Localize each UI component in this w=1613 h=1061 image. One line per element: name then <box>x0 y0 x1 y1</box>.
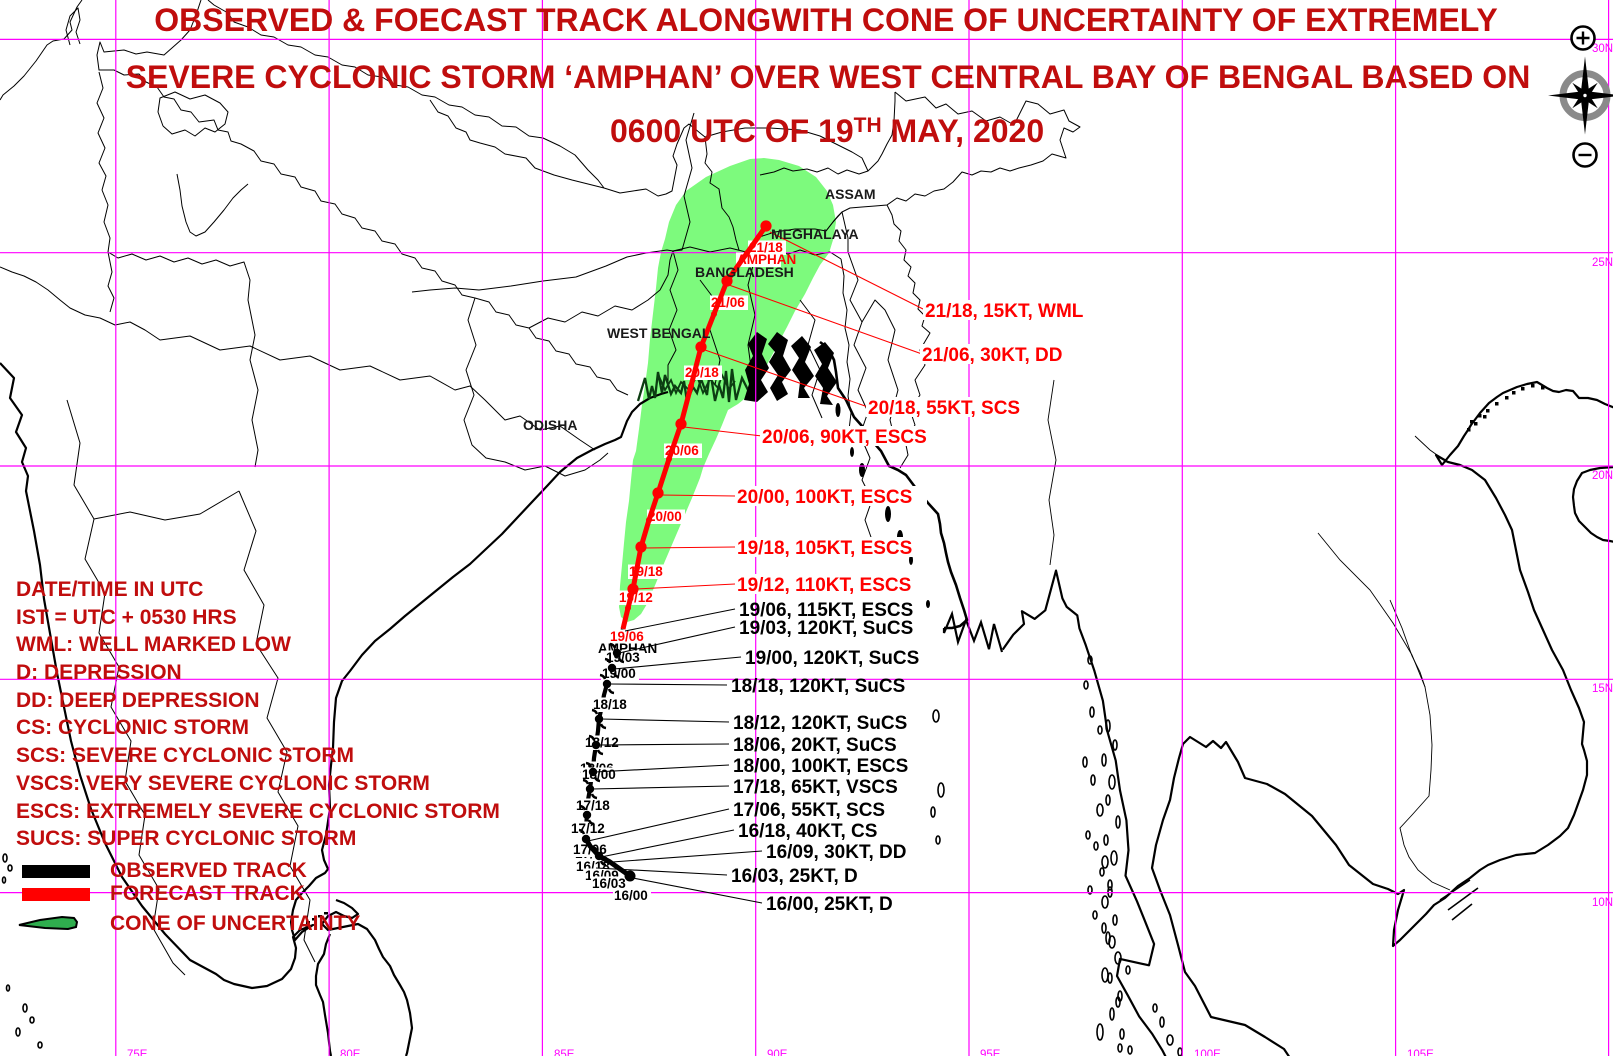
svg-text:WEST BENGAL: WEST BENGAL <box>607 325 711 341</box>
svg-text:16/09, 30KT, DD: 16/09, 30KT, DD <box>766 842 906 863</box>
svg-text:18/18, 120KT, SuCS: 18/18, 120KT, SuCS <box>731 676 905 697</box>
svg-text:16/00: 16/00 <box>614 888 648 903</box>
svg-text:ESCS: EXTREMELY SEVERE CYCLONI: ESCS: EXTREMELY SEVERE CYCLONIC STORM <box>16 800 500 823</box>
svg-text:80E: 80E <box>340 1049 361 1056</box>
svg-text:19/06: 19/06 <box>610 629 644 644</box>
svg-text:105E: 105E <box>1407 1049 1434 1056</box>
svg-text:17/12: 17/12 <box>571 821 605 836</box>
svg-text:20/18, 55KT, SCS: 20/18, 55KT, SCS <box>868 398 1020 419</box>
svg-text:OBSERVED TRACK: OBSERVED TRACK <box>110 859 307 882</box>
svg-text:85E: 85E <box>554 1049 575 1056</box>
svg-text:ASSAM: ASSAM <box>825 186 876 202</box>
svg-text:17/18, 65KT, VSCS: 17/18, 65KT, VSCS <box>733 777 898 798</box>
svg-text:CS: CYCLONIC STORM: CS: CYCLONIC STORM <box>16 716 249 739</box>
svg-text:FORECAST TRACK: FORECAST TRACK <box>110 882 305 905</box>
svg-text:IST = UTC + 0530 HRS: IST = UTC + 0530 HRS <box>16 606 237 629</box>
svg-text:AMPHAN: AMPHAN <box>737 252 796 267</box>
svg-text:21/18, 15KT, WML: 21/18, 15KT, WML <box>925 301 1084 322</box>
svg-text:SEVERE CYCLONIC STORM ‘AMPHAN’: SEVERE CYCLONIC STORM ‘AMPHAN’ OVER WEST… <box>126 59 1531 95</box>
svg-text:MEGHALAYA: MEGHALAYA <box>771 226 859 242</box>
svg-text:20/00: 20/00 <box>648 509 682 524</box>
svg-text:SCS: SEVERE CYCLONIC STORM: SCS: SEVERE CYCLONIC STORM <box>16 744 354 767</box>
svg-text:WML: WELL MARKED LOW: WML: WELL MARKED LOW <box>16 633 291 656</box>
svg-text:DATE/TIME IN UTC: DATE/TIME IN UTC <box>16 578 203 601</box>
svg-text:20/18: 20/18 <box>685 365 719 380</box>
svg-text:0600 UTC OF 19TH MAY, 2020: 0600 UTC OF 19TH MAY, 2020 <box>610 113 1044 149</box>
svg-text:17/06, 55KT, SCS: 17/06, 55KT, SCS <box>733 800 885 821</box>
svg-text:19/12, 110KT, ESCS: 19/12, 110KT, ESCS <box>737 575 911 596</box>
svg-text:25N: 25N <box>1592 257 1613 269</box>
svg-text:90E: 90E <box>767 1049 788 1056</box>
svg-text:18/00, 100KT, ESCS: 18/00, 100KT, ESCS <box>733 756 908 777</box>
svg-text:75E: 75E <box>127 1049 148 1056</box>
svg-text:15N: 15N <box>1592 683 1613 695</box>
svg-text:100E: 100E <box>1194 1049 1221 1056</box>
svg-text:21/18: 21/18 <box>749 240 783 255</box>
svg-text:BANGLADESH: BANGLADESH <box>695 264 794 280</box>
svg-text:16/03: 16/03 <box>592 876 626 891</box>
svg-text:DD: DEEP DEPRESSION: DD: DEEP DEPRESSION <box>16 689 260 712</box>
svg-text:95E: 95E <box>980 1049 1001 1056</box>
svg-text:VSCS: VERY SEVERE CYCLONIC STO: VSCS: VERY SEVERE CYCLONIC STORM <box>16 772 430 795</box>
svg-text:21/06, 30KT, DD: 21/06, 30KT, DD <box>922 345 1062 366</box>
svg-text:20/06, 90KT, ESCS: 20/06, 90KT, ESCS <box>762 427 927 448</box>
svg-text:16/18, 40KT, CS: 16/18, 40KT, CS <box>738 821 877 842</box>
svg-text:CONE OF UNCERTAINTY: CONE OF UNCERTAINTY <box>110 912 360 935</box>
svg-text:19/00, 120KT, SuCS: 19/00, 120KT, SuCS <box>745 648 919 669</box>
svg-text:18/12, 120KT, SuCS: 18/12, 120KT, SuCS <box>733 713 907 734</box>
svg-text:10N: 10N <box>1592 897 1613 909</box>
svg-text:18/18: 18/18 <box>593 697 627 712</box>
svg-text:OBSERVED & FOECAST TRACK ALONG: OBSERVED & FOECAST TRACK ALONGWITH CONE … <box>154 2 1497 38</box>
svg-text:30N: 30N <box>1592 43 1613 55</box>
svg-text:19/06, 115KT, ESCS: 19/06, 115KT, ESCS <box>739 600 913 621</box>
svg-text:ODISHA: ODISHA <box>523 417 577 433</box>
svg-text:19/03, 120KT, SuCS: 19/03, 120KT, SuCS <box>739 618 913 639</box>
svg-text:19/18, 105KT, ESCS: 19/18, 105KT, ESCS <box>737 538 912 559</box>
svg-text:16/00, 25KT, D: 16/00, 25KT, D <box>766 894 893 915</box>
svg-text:18/06, 20KT, SuCS: 18/06, 20KT, SuCS <box>733 735 897 756</box>
svg-text:20/00, 100KT, ESCS: 20/00, 100KT, ESCS <box>737 487 912 508</box>
svg-text:D: DEPRESSION: D: DEPRESSION <box>16 661 182 684</box>
svg-text:20N: 20N <box>1592 470 1613 482</box>
svg-text:16/03, 25KT, D: 16/03, 25KT, D <box>731 866 858 887</box>
svg-text:SUCS: SUPER CYCLONIC STORM: SUCS: SUPER CYCLONIC STORM <box>16 827 356 850</box>
